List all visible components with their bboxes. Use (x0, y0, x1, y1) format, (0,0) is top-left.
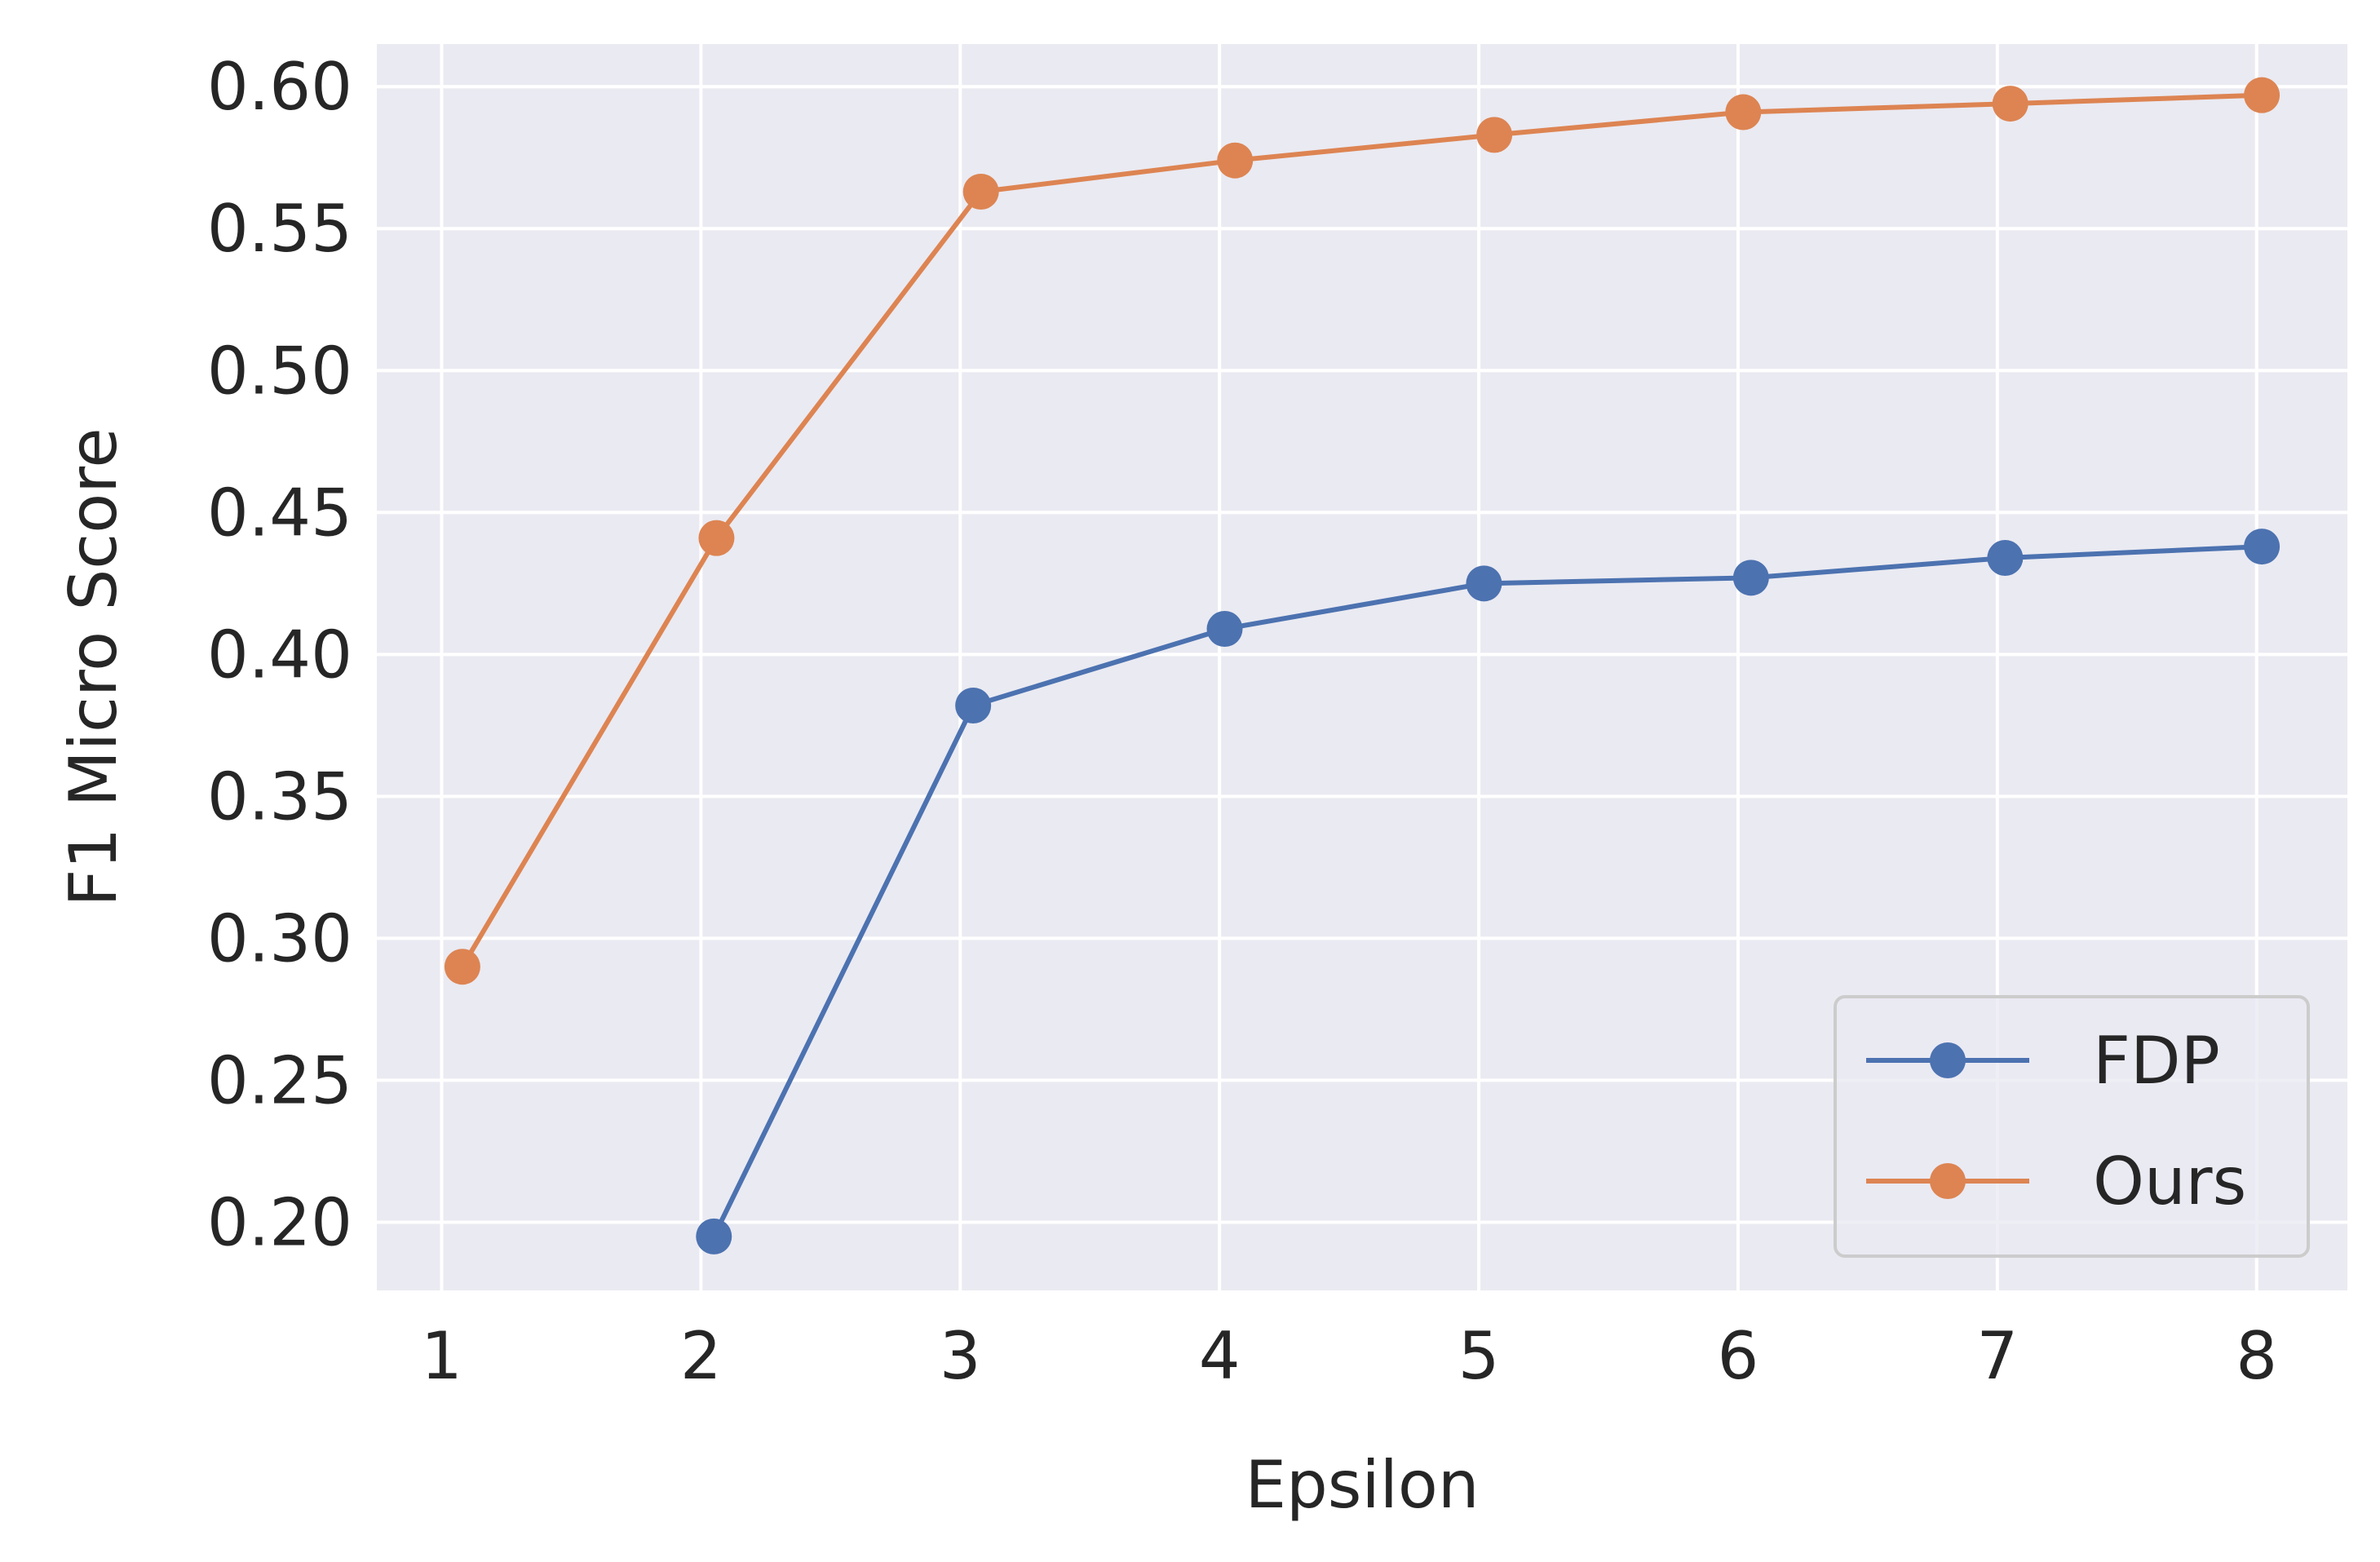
y-tick-labels: 0.20 0.25 0.30 0.35 0.40 0.45 0.50 0.55 0.60 (207, 49, 352, 1260)
data-point (698, 520, 735, 556)
data-point (962, 173, 999, 210)
x-tick-labels: 1 2 3 4 5 6 7 8 (421, 1318, 2277, 1394)
data-point (696, 1218, 732, 1254)
y-tick-label: 0.60 (207, 49, 352, 125)
y-tick-label: 0.30 (207, 900, 352, 976)
series-line-1 (460, 92, 2263, 968)
data-point (1476, 117, 1513, 153)
data-point (955, 687, 992, 723)
y-tick-label: 0.35 (207, 759, 352, 834)
x-tick-label: 7 (1976, 1318, 2018, 1394)
legend-swatch-marker (1930, 1163, 1966, 1199)
data-point (1466, 565, 1502, 602)
data-point (1732, 560, 1769, 596)
y-tick-label: 0.55 (207, 191, 352, 267)
x-tick-label: 8 (2236, 1318, 2277, 1394)
y-tick-label: 0.25 (207, 1042, 352, 1118)
data-point (1206, 611, 1243, 648)
legend: FDP Ours (1834, 995, 2310, 1258)
x-tick-label: 5 (1458, 1318, 1500, 1394)
x-axis-title: Epsilon (1245, 1447, 1479, 1523)
x-tick-label: 4 (1199, 1318, 1241, 1394)
legend-label: Ours (2093, 1144, 2246, 1219)
data-point (1217, 142, 1254, 179)
y-tick-label: 0.50 (207, 333, 352, 409)
x-tick-label: 2 (680, 1318, 722, 1394)
data-point (1725, 94, 1762, 131)
data-point (2244, 529, 2280, 565)
legend-swatch-marker (1930, 1042, 1966, 1078)
x-tick-label: 6 (1717, 1318, 1758, 1394)
y-axis-title: F1 Micro Score (55, 427, 131, 906)
data-series (444, 77, 2280, 1254)
data-point (1992, 86, 2028, 122)
y-tick-label: 0.40 (207, 617, 352, 693)
legend-label: FDP (2093, 1023, 2220, 1099)
data-point (2244, 77, 2280, 113)
y-tick-label: 0.45 (207, 475, 352, 551)
data-point (1987, 539, 2024, 576)
data-point (444, 949, 480, 985)
y-tick-label: 0.20 (207, 1184, 352, 1260)
x-tick-label: 3 (940, 1318, 981, 1394)
x-tick-label: 1 (421, 1318, 462, 1394)
